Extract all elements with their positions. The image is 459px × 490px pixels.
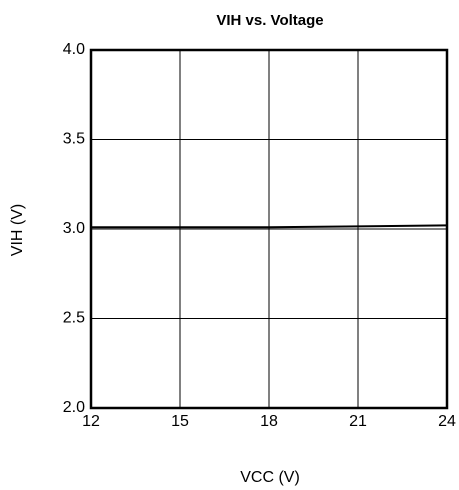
y-tick-label: 3.0 (63, 220, 85, 237)
chart-title: VIH vs. Voltage (216, 12, 323, 29)
y-tick-label: 2.5 (63, 310, 85, 327)
x-tick-label: 21 (349, 413, 367, 430)
y-axis-label: VIH (V) (9, 204, 26, 256)
x-tick-label: 18 (260, 413, 278, 430)
y-tick-label: 2.0 (63, 399, 85, 416)
data-line (91, 224, 448, 229)
y-tick-label: 4.0 (63, 41, 85, 58)
x-tick-label: 15 (171, 413, 189, 430)
x-axis-label: VCC (V) (240, 469, 300, 486)
x-tick-label: 12 (82, 413, 100, 430)
y-tick-label: 3.5 (63, 131, 85, 148)
x-tick-label: 24 (438, 413, 456, 430)
plot-frame (89, 48, 449, 410)
